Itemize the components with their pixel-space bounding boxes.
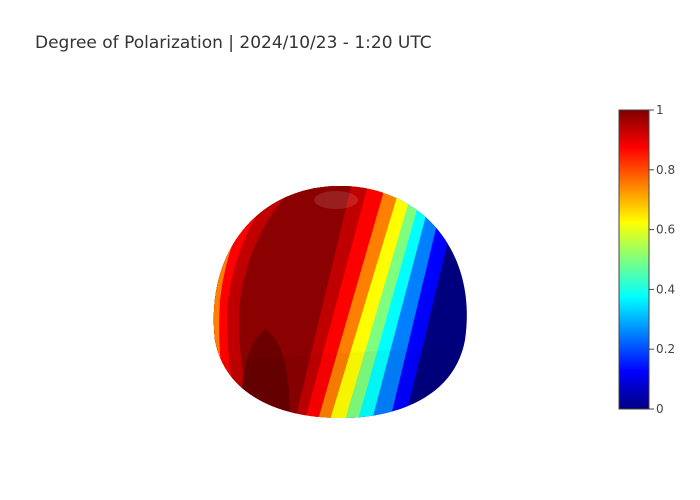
colorbar[interactable]: 0 0.2 0.4 0.6 0.8 1 [618, 103, 675, 416]
colorbar-tick-label: 0.8 [656, 163, 675, 177]
colorbar-tick-label: 0.6 [656, 223, 675, 237]
colorbar-tick-label: 1 [656, 103, 664, 117]
colorbar-scale [618, 109, 650, 410]
colorbar-tick-label: 0 [656, 402, 664, 416]
colorbar-tick-label: 0.4 [656, 282, 675, 296]
chart-title: Degree of Polarization | 2024/10/23 - 1:… [35, 33, 432, 53]
colorbar-tick-label: 0.2 [656, 342, 675, 356]
polarization-surface[interactable] [160, 170, 480, 425]
